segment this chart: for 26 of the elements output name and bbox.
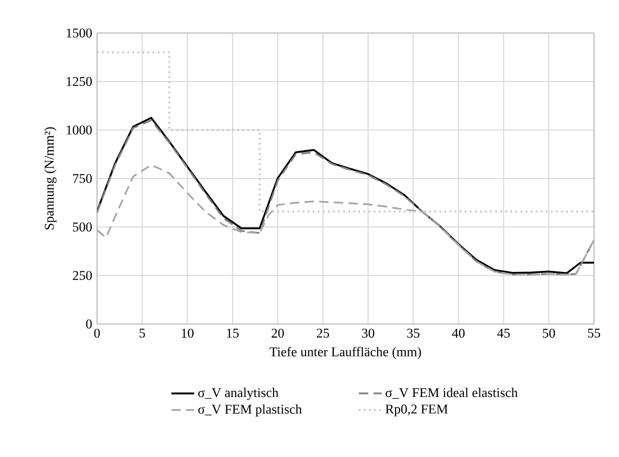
x-tick-label: 15 [227, 328, 239, 338]
x-tick-label: 30 [362, 328, 374, 338]
y-tick-label: 250 [72, 270, 92, 280]
y-tick-label: 1500 [66, 28, 92, 38]
x-tick-label: 20 [272, 328, 284, 338]
legend-label: Rp0,2 FEM [386, 404, 448, 416]
x-tick-label: 40 [452, 328, 465, 338]
y-axis-title: Spannung (N/mm²) [44, 127, 56, 230]
line-series [97, 164, 594, 276]
y-tick-label: 1000 [66, 125, 92, 134]
legend-label: σ_V FEM ideal elastisch [386, 388, 518, 399]
x-tick-label: 5 [140, 328, 145, 338]
x-axis-title: Tiefe unter Lauffläche (mm) [270, 346, 422, 360]
y-tick-label: 0 [86, 319, 92, 328]
x-tick-label: 50 [542, 328, 555, 338]
y-tick-label: 750 [73, 174, 92, 183]
x-tick-label: 55 [588, 328, 600, 338]
legend-label: σ_V analytisch [198, 388, 278, 400]
x-tick-label: 25 [316, 328, 330, 338]
y-tick-label: 1250 [66, 77, 92, 86]
x-tick-label: 0 [94, 328, 100, 338]
x-tick-label: 35 [407, 328, 420, 338]
x-tick-label: 45 [497, 328, 510, 338]
legend-label: σ_V FEM plastisch [198, 404, 302, 416]
x-tick-label: 10 [182, 328, 194, 338]
y-tick-label: 500 [73, 222, 92, 232]
